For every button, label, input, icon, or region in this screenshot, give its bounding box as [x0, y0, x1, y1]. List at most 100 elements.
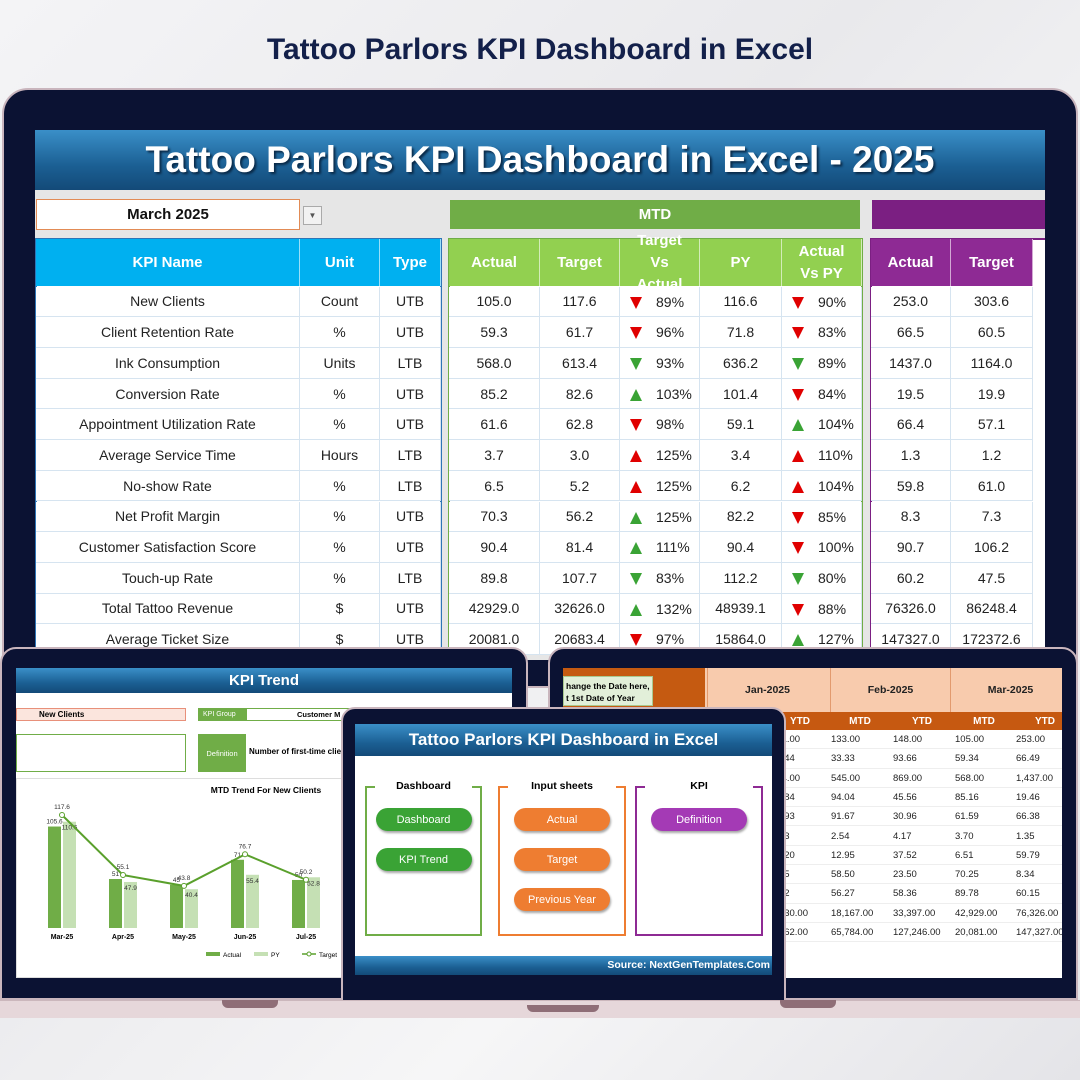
percent: 89% — [818, 355, 847, 371]
page-title: Tattoo Parlors KPI Dashboard in Excel — [266, 33, 814, 66]
column-header: Actual — [449, 239, 540, 286]
bar — [124, 881, 137, 928]
arrow-down — [792, 358, 804, 370]
nav-banner: Tattoo Parlors KPI Dashboard in Excel — [355, 724, 772, 756]
bar — [48, 826, 61, 928]
nav-button[interactable]: Previous Year — [514, 888, 610, 911]
nav-screen: Tattoo Parlors KPI Dashboard in Excel So… — [355, 724, 772, 975]
arrow — [792, 358, 804, 370]
sheet-cell: 30.96 — [891, 807, 953, 827]
nav-source: Source: NextGenTemplates.Com — [355, 956, 772, 975]
month-dropdown[interactable]: March 2025 — [36, 199, 300, 230]
table-cell: 253.0 — [871, 286, 951, 318]
table-cell: 3.4 — [700, 440, 782, 471]
bar — [292, 879, 305, 928]
table-cell: LTB — [380, 562, 441, 594]
sheet-cell: 23.50 — [891, 865, 953, 885]
sheet-cell: 37.52 — [891, 846, 953, 866]
trend-banner: KPI Trend — [16, 668, 512, 693]
sheet-cell: 568.00 — [953, 769, 1015, 788]
column-header: Unit — [300, 239, 380, 286]
percent: 93% — [656, 355, 685, 371]
table-cell: 86248.4 — [951, 593, 1033, 625]
nav-button[interactable]: KPI Trend — [375, 848, 472, 871]
data-label: 76.7 — [239, 843, 252, 850]
nav-button[interactable]: Actual — [514, 808, 610, 831]
arrow — [630, 358, 642, 370]
data-label: 43.8 — [178, 875, 191, 882]
table-cell: 62.8 — [540, 409, 620, 441]
table-cell: Total Tattoo Revenue — [36, 593, 300, 625]
arrow-up — [630, 388, 642, 401]
x-tick-label: Jun-25 — [234, 934, 257, 941]
legend-label: Actual — [223, 952, 242, 959]
table-cell: 66.5 — [871, 317, 951, 348]
table-cell: 3.7 — [449, 440, 540, 471]
arrow — [792, 480, 804, 493]
table-cell: 60.5 — [951, 317, 1033, 348]
note-line: hange the Date here, — [566, 681, 650, 691]
table-cell: 106.2 — [951, 532, 1033, 563]
chart-title: MTD Trend For New Clients — [211, 785, 322, 795]
arrow — [630, 572, 642, 585]
table-cell: LTB — [380, 470, 441, 502]
table-cell: 90.4 — [700, 532, 782, 563]
status-cell: 125% — [620, 470, 700, 502]
table-cell: New Clients — [36, 286, 300, 318]
arrow-down — [792, 572, 804, 585]
column-header: Target Vs Actual — [620, 232, 700, 293]
nav-button[interactable]: Definition — [651, 808, 747, 831]
sheet-cell: 4.17 — [891, 827, 953, 846]
table-cell: 61.6 — [449, 409, 540, 441]
table-cell: 61.0 — [951, 470, 1033, 502]
sheet-cell: 33.33 — [829, 749, 891, 769]
status-cell: 90% — [782, 286, 862, 318]
table-cell: UTB — [380, 593, 441, 625]
legend-label: PY — [271, 952, 280, 959]
sheet-cell: 70.25 — [953, 865, 1015, 885]
table-cell: Ink Consumption — [36, 348, 300, 379]
percent: 104% — [818, 416, 854, 433]
data-label: 47.9 — [124, 885, 137, 892]
sheet-cell: 105.00 — [953, 730, 1015, 750]
table-cell: 90.4 — [449, 532, 540, 563]
dropdown-arrow[interactable]: ▼ — [303, 206, 322, 225]
sheet-cell: 56.27 — [829, 884, 891, 904]
x-tick-label: Mar-25 — [51, 934, 74, 941]
table-cell: 76326.0 — [871, 593, 951, 625]
column-header: MTD — [973, 715, 995, 727]
nav-button[interactable]: Target — [514, 848, 610, 871]
arrow-up — [630, 450, 642, 463]
table-cell: 32626.0 — [540, 593, 620, 625]
month-header: Feb-2025 — [830, 668, 950, 712]
base-notch — [222, 1000, 278, 1008]
sheet-cell: 127,246.00 — [891, 923, 953, 943]
arrow — [792, 388, 804, 401]
percent: 98% — [656, 416, 685, 433]
table-cell: LTB — [380, 348, 441, 379]
target-point — [120, 872, 126, 879]
kpi-select[interactable]: New Clients — [16, 708, 186, 721]
table-cell: 59.1 — [700, 409, 782, 441]
sheet-cell: 18,167.00 — [829, 904, 891, 923]
ytd-band — [872, 200, 1045, 229]
data-label: 71 — [234, 852, 242, 859]
dashboard-banner: Tattoo Parlors KPI Dashboard in Excel - … — [35, 130, 1045, 190]
table-cell: No-show Rate — [36, 470, 300, 502]
sheet-cell: 89.78 — [953, 884, 1015, 904]
percent: 96% — [656, 324, 685, 341]
data-label: 51 — [112, 871, 120, 878]
bar — [231, 859, 244, 928]
table-cell: UTB — [380, 317, 441, 348]
table-cell: UTB — [380, 409, 441, 441]
sheet-cell: 60.15 — [1014, 884, 1062, 904]
sheet-cell: 5,230.00 — [769, 904, 831, 923]
percent: 90% — [818, 293, 847, 310]
table-cell: 71.8 — [700, 317, 782, 348]
nav-group-title: Dashboard — [375, 779, 472, 793]
target-point — [242, 851, 248, 858]
sheet-cell: 58.36 — [891, 884, 953, 904]
nav-button[interactable]: Dashboard — [375, 808, 472, 831]
arrow — [630, 450, 642, 463]
data-label: 55.1 — [117, 864, 130, 871]
